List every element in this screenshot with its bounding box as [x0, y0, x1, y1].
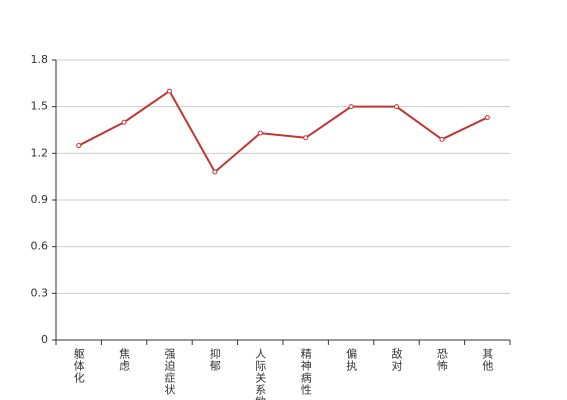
- y-tick-label: 0.6: [31, 240, 49, 253]
- point: [76, 143, 82, 149]
- point: [303, 135, 309, 141]
- point: [439, 136, 445, 142]
- x-tick-label: 躯体化: [72, 348, 85, 384]
- y-tick-label: 1.5: [31, 100, 49, 113]
- point: [348, 104, 354, 110]
- point: [394, 104, 399, 110]
- x-tick-label: 强迫症状: [163, 348, 176, 396]
- y-tick-label: 1.2: [31, 146, 49, 159]
- point: [212, 169, 218, 175]
- y-tick-label: 0: [41, 333, 48, 346]
- x-tick-label: 抑郁: [208, 347, 221, 372]
- x-tick-label: 焦虑: [118, 348, 131, 372]
- x-tick-label: 精神病性: [299, 348, 312, 396]
- x-tick-label: 偏执: [345, 347, 358, 372]
- x-tick-label: 人际关系敏感: [254, 348, 267, 400]
- point: [484, 115, 490, 121]
- x-tick-label: 恐怖: [435, 348, 448, 372]
- x-tick-label: 其他: [481, 348, 494, 372]
- y-tick-label: 0.9: [31, 193, 49, 206]
- line: [78, 89, 488, 174]
- y-tick-label: 1.8: [31, 53, 49, 66]
- point: [167, 88, 172, 94]
- y-tick-label: 0.3: [31, 286, 49, 299]
- x-tick-label: 敌对: [390, 347, 403, 372]
- point: [257, 130, 263, 136]
- point: [121, 119, 127, 125]
